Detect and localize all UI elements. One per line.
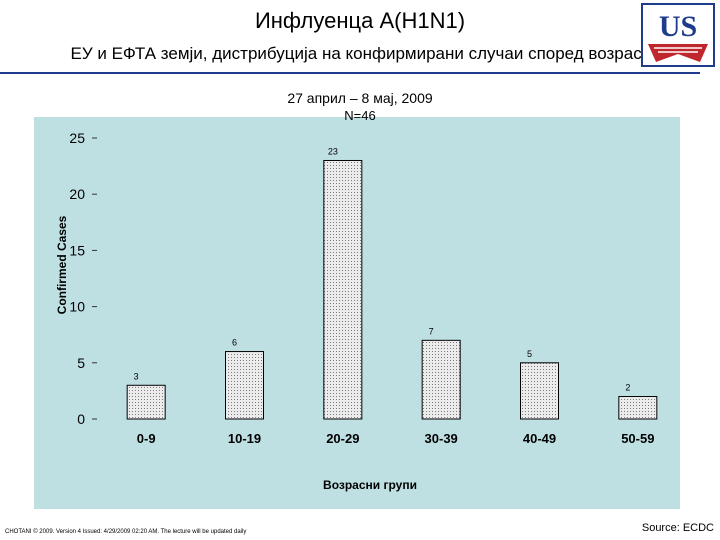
y-tick-label: 10 <box>69 299 85 315</box>
bar-0-9 <box>126 384 166 420</box>
y-tick-label: 15 <box>69 242 85 258</box>
y-tick-label: 25 <box>69 130 85 146</box>
slide-title: Инфлуенца А(H1N1) <box>254 8 466 33</box>
logo-letters: US <box>659 10 697 43</box>
y-tick-label: 20 <box>69 186 85 202</box>
data-label: 5 <box>527 349 532 359</box>
data-label: 23 <box>328 146 338 156</box>
source-credit: Source: ECDC <box>641 522 714 534</box>
x-tick-label: 0-9 <box>137 431 156 446</box>
data-label: 7 <box>429 326 434 336</box>
y-tick-label: 5 <box>77 355 85 371</box>
y-axis-label: Confirmed Cases <box>55 215 69 315</box>
bar-30-39 <box>421 339 461 420</box>
chart-sample-size: N=46 <box>344 108 376 123</box>
x-tick-label: 30-39 <box>425 431 458 446</box>
data-label: 3 <box>134 371 139 381</box>
x-tick-label: 20-29 <box>326 431 359 446</box>
x-tick-label: 10-19 <box>228 431 261 446</box>
logo-stripes <box>654 47 702 53</box>
data-label: 2 <box>625 383 630 393</box>
x-tick-label: 50-59 <box>621 431 654 446</box>
bar-50-59 <box>618 396 658 420</box>
copyright-note: CHOTANI © 2009. Version 4 Issued: 4/29/2… <box>5 529 247 535</box>
x-tick-label: 40-49 <box>523 431 556 446</box>
bar-20-29 <box>323 159 363 420</box>
data-label: 6 <box>232 338 237 348</box>
title-divider <box>0 72 700 74</box>
chart-date-range: 27 април – 8 мај, 2009 <box>287 90 433 106</box>
slide-subtitle: ЕУ и ЕФТА земји, дистрибуција на конфирм… <box>70 44 650 63</box>
bar-10-19 <box>225 351 264 420</box>
bar-40-49 <box>520 362 559 420</box>
x-axis-label: Возрасни групи <box>323 478 417 492</box>
y-tick-label: 0 <box>77 411 85 427</box>
university-logo: US <box>641 3 715 67</box>
